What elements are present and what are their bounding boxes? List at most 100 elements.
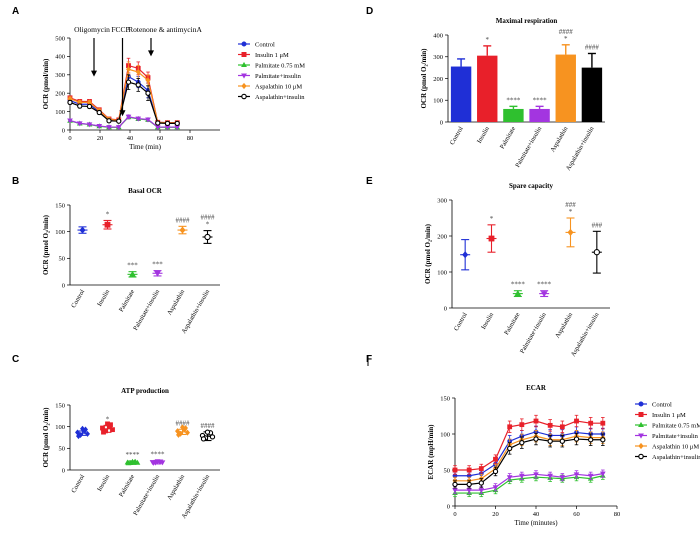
legend-label-insulin-1-m: Insulin 1 μM bbox=[255, 52, 289, 59]
chart-title: ECAR bbox=[526, 384, 547, 392]
legend-label-aspalathin-insulin: Aspalathin+insulin bbox=[652, 454, 700, 461]
data-point-insulin-1-m bbox=[588, 420, 594, 426]
data-point-aspalathin-insulin bbox=[593, 249, 600, 256]
x-category-label-aspalathin-insulin: Aspalathin+insulin bbox=[180, 288, 211, 335]
x-category-label-aspalathin: Aspalathin bbox=[554, 311, 575, 340]
significance-label-palmitate-insulin: **** bbox=[537, 281, 552, 289]
y-axis-label: ECAR (mpH/min) bbox=[427, 424, 435, 480]
chart-title: Basal OCR bbox=[128, 187, 163, 195]
x-tick-label: 20 bbox=[97, 135, 104, 142]
chart-title: Spare capacity bbox=[509, 182, 554, 190]
data-point-aspalathin-insulin bbox=[507, 445, 513, 452]
x-category-label-aspalathin: Aspalathin bbox=[549, 125, 570, 154]
y-axis-label: OCR (pmol/min) bbox=[42, 58, 50, 109]
data-point-palmitate-insulin bbox=[478, 488, 485, 494]
data-point-aspalathin-insulin bbox=[77, 103, 83, 109]
significance-label-palmitate: **** bbox=[126, 451, 141, 459]
data-point-insulin-1-m bbox=[478, 466, 484, 471]
x-tick-label: 0 bbox=[453, 511, 456, 518]
significance-label-aspalathin: ### bbox=[565, 201, 576, 209]
y-tick-label: 50 bbox=[444, 467, 451, 474]
data-point-aspalathin-insulin bbox=[547, 438, 553, 444]
data-point-aspalathin-insulin bbox=[155, 120, 161, 126]
legend-marker-palmitate-0-75-mm bbox=[241, 61, 247, 68]
y-tick-label: 100 bbox=[55, 424, 65, 431]
data-point-palmitate-insulin bbox=[452, 488, 458, 494]
y-tick-label: 100 bbox=[55, 109, 65, 116]
x-category-label-aspalathin-insulin: Aspalathin+insulin bbox=[180, 473, 211, 520]
data-point-insulin-1-m bbox=[452, 467, 458, 473]
y-tick-label: 100 bbox=[55, 229, 65, 236]
y-tick-label: 150 bbox=[440, 395, 450, 402]
data-point-control bbox=[76, 433, 81, 440]
significance-label-aspalathin: #### bbox=[176, 419, 191, 427]
data-point-insulin-1-m bbox=[600, 420, 606, 426]
data-point-insulin-1-m bbox=[493, 456, 498, 462]
y-tick-label: 400 bbox=[55, 54, 65, 61]
data-point-aspalathin bbox=[179, 226, 186, 234]
data-point-aspalathin-insulin bbox=[519, 439, 525, 446]
data-point-insulin-1-m bbox=[466, 467, 472, 473]
x-tick-label: 40 bbox=[127, 135, 134, 142]
data-point-aspalathin-insulin bbox=[600, 437, 606, 443]
legend-marker-aspalathin-10-m bbox=[638, 442, 644, 450]
x-tick-label: 0 bbox=[68, 135, 71, 142]
data-point-aspalathin-insulin bbox=[106, 118, 112, 124]
data-point-aspalathin-insulin bbox=[559, 438, 565, 444]
data-point-aspalathin-insulin bbox=[588, 437, 594, 443]
x-category-label-palmitate: Palmitate bbox=[499, 125, 517, 150]
data-point-insulin-1-m bbox=[559, 424, 565, 430]
y-tick-label: 500 bbox=[55, 35, 65, 42]
legend-label-aspalathin-10-m: Aspalathin 10 μM bbox=[652, 443, 699, 450]
data-point-palmitate-insulin bbox=[115, 125, 122, 131]
x-category-label-aspalathin: Aspalathin bbox=[166, 288, 187, 317]
x-category-label-palmitate: Palmitate bbox=[118, 473, 136, 498]
significance-label-aspalathin: * bbox=[564, 35, 568, 43]
data-point-aspalathin-insulin bbox=[573, 436, 580, 442]
y-tick-label: 300 bbox=[437, 197, 447, 204]
data-point-palmitate-insulin bbox=[492, 485, 499, 491]
significance-label-aspalathin: #### bbox=[559, 28, 574, 36]
data-point-aspalathin-insulin bbox=[200, 436, 207, 442]
panel-label-b: B bbox=[12, 176, 19, 187]
bar-aspalathin-insulin bbox=[581, 67, 603, 122]
y-tick-label: 100 bbox=[437, 269, 447, 276]
data-point-palmitate-insulin bbox=[547, 473, 553, 479]
significance-label-palmitate: **** bbox=[506, 96, 521, 104]
x-category-label-palmitate-insulin: Palmitate+insulin bbox=[132, 473, 161, 517]
data-point-aspalathin-insulin bbox=[67, 99, 73, 106]
significance-label-aspalathin: * bbox=[569, 208, 573, 216]
legend-marker-aspalathin-insulin bbox=[241, 93, 247, 100]
data-point-aspalathin-insulin bbox=[145, 90, 151, 96]
panel-label-c: C bbox=[12, 354, 19, 365]
legend-label-palmitate-insulin: Palmitate+insulin bbox=[652, 433, 699, 440]
data-point-aspalathin bbox=[180, 424, 185, 431]
legend-marker-aspalathin-10-m bbox=[241, 82, 247, 90]
significance-label-palmitate-insulin: *** bbox=[152, 261, 163, 269]
annotation-arrowhead-oligomycin bbox=[91, 70, 97, 77]
significance-label-aspalathin-insulin: * bbox=[206, 221, 210, 229]
data-point-palmitate-insulin bbox=[559, 475, 566, 481]
data-point-aspalathin-insulin bbox=[116, 118, 122, 124]
legend-label-palmitate-0-75-mm: Palmitate 0.75 mM bbox=[255, 62, 305, 69]
x-category-label-insulin: Insulin bbox=[476, 125, 491, 145]
legend-marker-control bbox=[638, 401, 644, 407]
data-point-control bbox=[79, 226, 86, 234]
data-point-palmitate-insulin bbox=[135, 116, 142, 122]
data-point-insulin bbox=[104, 221, 111, 228]
data-point-insulin bbox=[105, 421, 110, 427]
x-category-label-palmitate: Palmitate bbox=[118, 288, 136, 313]
annotation-arrowhead-fccp bbox=[119, 110, 126, 117]
legend-marker-palmitate-0-75-mm bbox=[638, 421, 644, 428]
y-tick-label: 400 bbox=[433, 32, 443, 39]
data-point-palmitate-insulin bbox=[466, 488, 472, 494]
series-line-aspalathin-10-m bbox=[69, 68, 178, 124]
data-point-palmitate-insulin bbox=[519, 473, 525, 479]
data-point-aspalathin-insulin bbox=[164, 120, 171, 127]
significance-label-aspalathin-insulin: ### bbox=[592, 221, 603, 229]
legend-marker-aspalathin-insulin bbox=[638, 453, 644, 460]
data-point-insulin-1-m bbox=[519, 422, 525, 428]
data-point-palmitate-insulin bbox=[145, 117, 151, 123]
legend-label-palmitate-0-75-mm: Palmitate 0.75 mM bbox=[652, 422, 700, 429]
